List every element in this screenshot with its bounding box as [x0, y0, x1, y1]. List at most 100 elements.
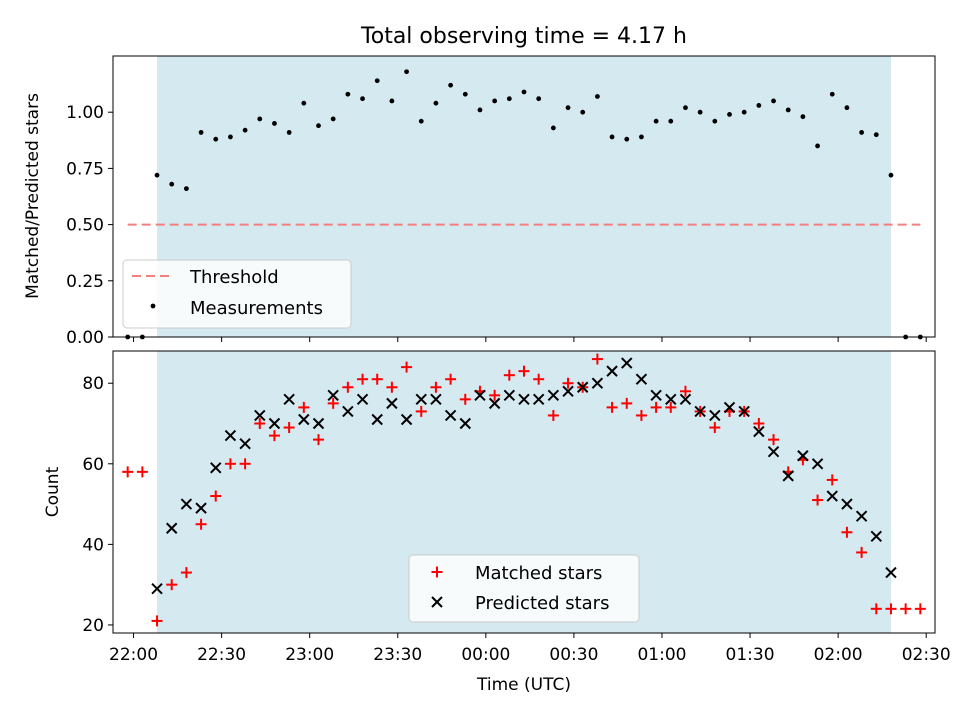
predicted-point [312, 417, 325, 430]
measurement-point [550, 125, 556, 131]
predicted-point [356, 393, 369, 406]
bottom-ylabel: Count [43, 466, 63, 517]
top-ylabel: Matched/Predicted stars [23, 93, 43, 299]
predicted-point [180, 498, 193, 510]
matched-point [753, 418, 765, 430]
matched-point [606, 401, 618, 413]
matched-point [122, 466, 134, 478]
measurement-point [609, 134, 615, 140]
predicted-point [562, 385, 574, 397]
predicted-point [371, 413, 383, 426]
measurement-point [345, 91, 351, 97]
predicted-point [797, 450, 809, 462]
measurement-point [242, 127, 248, 133]
predicted-point [298, 413, 310, 426]
bottom-xtick-label: 00:30 [549, 645, 598, 665]
matched-point [533, 373, 545, 385]
predicted-point [826, 490, 838, 502]
legend-matched-label: Matched stars [475, 563, 602, 584]
legend-predicted-glyph [431, 596, 443, 608]
measurement-point [888, 172, 894, 178]
matched-point [562, 377, 574, 389]
matched-point [459, 393, 471, 405]
predicted-point [723, 401, 736, 414]
predicted-point [694, 405, 706, 418]
measurement-point [521, 89, 527, 95]
matched-point [371, 373, 383, 385]
measurement-point [873, 132, 879, 138]
measurement-point [697, 109, 703, 115]
bottom-xtick-label: 23:30 [373, 645, 422, 665]
matched-point [503, 369, 515, 381]
matched-point [812, 494, 824, 506]
bottom-xtick-label: 02:00 [814, 645, 863, 665]
legend-matched-glyph [431, 566, 443, 578]
predicted-point [430, 393, 442, 406]
measurement-point [771, 98, 776, 104]
matched-point [547, 409, 559, 421]
bottom-xtick-label: 02:30 [902, 645, 951, 665]
matched-point [914, 603, 926, 615]
predicted-point [621, 357, 633, 369]
measurement-point [653, 118, 659, 124]
measurement-point [639, 134, 644, 140]
matched-point [665, 401, 677, 413]
matched-point [210, 490, 222, 502]
measurement-point [668, 118, 674, 124]
predicted-point [577, 381, 589, 393]
measurement-point [257, 116, 263, 122]
measurement-point [198, 130, 204, 135]
measurement-point [712, 118, 718, 124]
measurement-point [316, 123, 321, 129]
matched-point [180, 567, 192, 579]
matched-point [313, 434, 324, 446]
measurement-point [741, 109, 747, 115]
measurement-point [844, 105, 850, 111]
bottom-xtick-label: 01:30 [726, 645, 775, 665]
matched-point [841, 526, 853, 538]
matched-point [591, 353, 603, 365]
predicted-point [767, 446, 780, 458]
predicted-point [327, 389, 339, 402]
chart-title: Total observing time = 4.17 h [360, 24, 687, 49]
measurement-points [125, 69, 923, 340]
matched-point [870, 603, 882, 615]
matched-point [342, 381, 354, 393]
measurement-point [624, 136, 630, 142]
matched-point [327, 397, 339, 409]
legend-measurement-marker [150, 303, 156, 309]
measurement-point [785, 107, 791, 113]
measurement-point [330, 116, 336, 122]
matched-point [357, 373, 369, 385]
predicted-point [532, 393, 545, 406]
top-xticks [133, 337, 927, 342]
predicted-point [709, 409, 721, 422]
measurement-point [374, 78, 380, 84]
predicted-points [151, 357, 897, 595]
measurement-point [800, 114, 806, 120]
predicted-point [650, 389, 662, 402]
bottom-panel: 20 40 60 80 22:00 22:30 23:00 23:30 00:00 00:30 0… [43, 350, 951, 695]
matched-point [489, 389, 501, 401]
measurement-point [228, 134, 233, 140]
predicted-point [283, 393, 295, 406]
predicted-point [782, 470, 794, 482]
top-ytick-label: 0.00 [66, 328, 104, 348]
measurement-point [580, 109, 586, 115]
predicted-point [841, 498, 853, 510]
matched-point [224, 458, 236, 470]
bottom-xtick-label: 22:00 [109, 645, 158, 665]
measurement-point [462, 91, 468, 97]
measurement-point [477, 107, 483, 113]
measurement-point [418, 118, 424, 124]
predicted-point [254, 409, 266, 422]
measurement-point [815, 143, 820, 149]
matched-point [650, 401, 662, 413]
matched-point [518, 365, 530, 377]
matched-point [709, 422, 721, 434]
measurement-point [360, 96, 365, 102]
legend-measurement-label: Measurements [190, 298, 323, 319]
predicted-point [239, 437, 251, 450]
measurement-point [683, 105, 688, 111]
